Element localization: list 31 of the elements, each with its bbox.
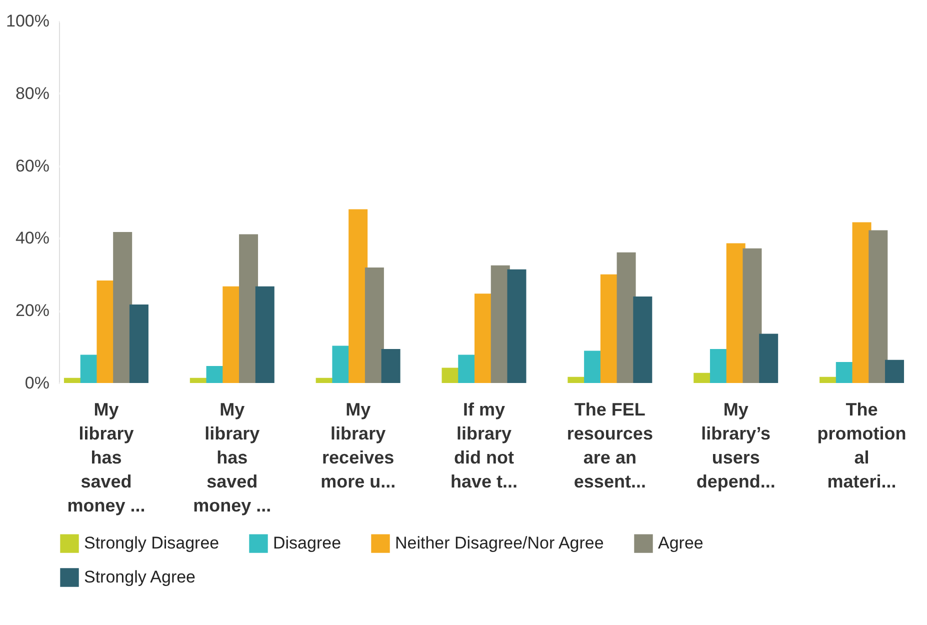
y-tick-label: 60% [15, 156, 50, 176]
legend-label: Neither Disagree/Nor Agree [395, 534, 604, 553]
bar [885, 360, 904, 383]
y-tick-label: 80% [15, 84, 50, 103]
x-tick-label: The promotion al materi... [817, 400, 906, 492]
x-tick-label: My library has saved money ... [193, 400, 272, 516]
y-tick-label: 100% [6, 12, 50, 30]
y-tick-label: 40% [15, 228, 50, 248]
x-tick-label: My library receives more u... [320, 400, 396, 492]
bar [742, 248, 762, 383]
x-tick-label: My library’s users depend... [696, 400, 776, 492]
bar [364, 268, 384, 383]
bar [239, 234, 258, 383]
x-tick-label: If my library did not have t... [450, 400, 518, 492]
bar [381, 348, 400, 383]
bar [255, 286, 274, 383]
bar [868, 230, 888, 383]
bar [129, 304, 148, 383]
x-tick-label: The FEL resources are an essent... [566, 400, 653, 492]
bar [348, 209, 368, 383]
y-tick-label: 0% [24, 374, 50, 392]
legend-label: Agree [658, 534, 704, 553]
bar [113, 232, 132, 383]
y-tick-label: 20% [15, 301, 50, 320]
bar [633, 296, 652, 383]
x-tick-label: My library has saved money ... [67, 400, 146, 516]
bar [507, 269, 526, 383]
bar [759, 334, 778, 383]
legend-label: Strongly Disagree [84, 534, 220, 553]
legend-label: Disagree [273, 534, 342, 553]
legend-label: Strongly Agree [84, 568, 196, 586]
